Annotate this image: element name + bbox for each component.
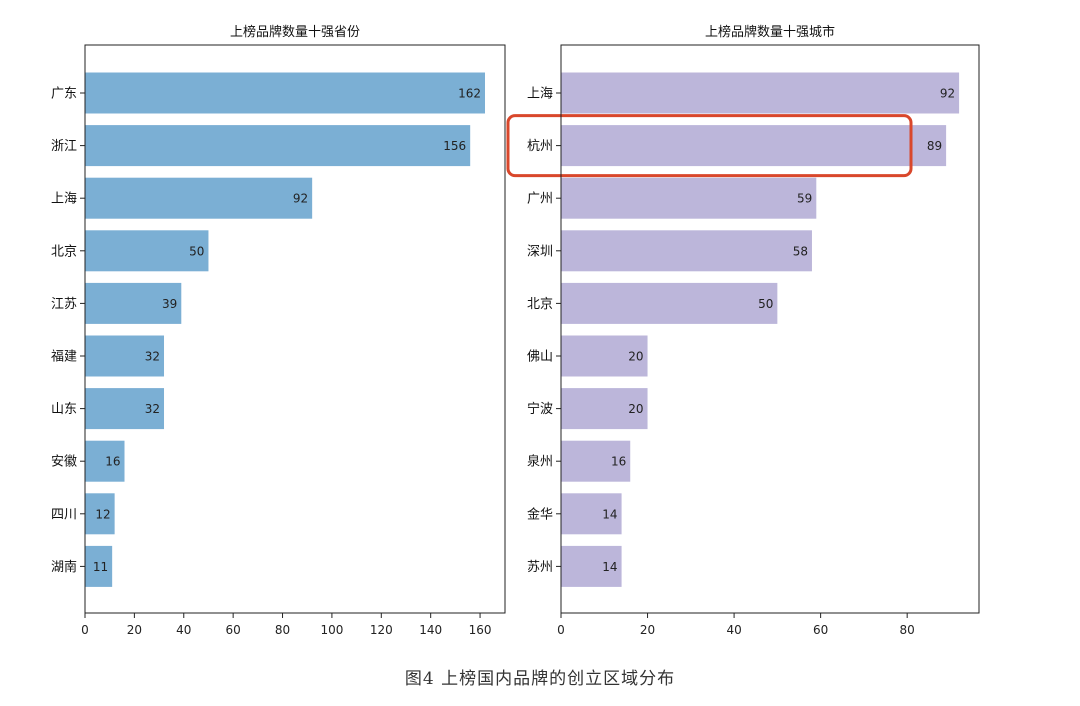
bar-浙江	[85, 125, 471, 167]
x-tick-label: 40	[726, 623, 741, 637]
x-tick-label: 100	[320, 623, 343, 637]
highlight-box	[506, 114, 913, 178]
data-label: 162	[458, 87, 481, 101]
bar-福建	[85, 335, 165, 377]
bar-广东	[85, 72, 485, 114]
x-tick-label: 20	[640, 623, 655, 637]
y-tick-label: 江苏	[51, 296, 77, 312]
bar-宁波	[561, 388, 648, 430]
bar-深圳	[561, 230, 812, 272]
y-tick-label: 广东	[51, 87, 77, 102]
y-tick-label: 苏州	[527, 559, 553, 575]
data-label: 50	[758, 297, 773, 311]
data-label: 32	[145, 402, 160, 416]
y-tick-label: 广州	[527, 192, 553, 207]
data-label: 92	[293, 192, 308, 206]
y-tick-label: 深圳	[527, 244, 553, 259]
data-label: 58	[793, 244, 808, 258]
bar-湖南	[85, 545, 113, 587]
y-tick-label: 杭州	[527, 139, 553, 154]
y-tick-label: 山东	[51, 402, 77, 417]
y-tick-label: 金华	[527, 506, 553, 522]
data-label: 16	[105, 455, 120, 469]
x-tick-label: 40	[176, 623, 191, 637]
y-tick-label: 上海	[527, 87, 553, 102]
x-tick-label: 140	[419, 623, 442, 637]
data-label: 14	[602, 507, 617, 521]
data-label: 50	[189, 244, 204, 258]
x-tick-label: 160	[469, 623, 492, 637]
y-tick-label: 佛山	[527, 350, 553, 365]
data-label: 14	[602, 560, 617, 574]
data-label: 59	[797, 192, 812, 206]
bar-上海	[85, 177, 313, 219]
x-tick-label: 20	[127, 623, 142, 637]
chart-panel-1: 上榜品牌数量十强省份 162 广东 156 浙江 92 上海 50 北京 39 江苏 32 福建 32 山东…	[51, 24, 506, 637]
y-tick-label: 北京	[51, 244, 77, 259]
data-label: 12	[95, 507, 110, 521]
bar-金华	[561, 493, 622, 535]
bar-泉州	[561, 440, 631, 482]
data-label: 20	[628, 402, 643, 416]
bar-安徽	[85, 440, 125, 482]
plot-frame	[84, 44, 506, 614]
y-tick-label: 浙江	[51, 139, 77, 154]
data-label: 156	[443, 139, 466, 153]
y-tick-label: 安徽	[51, 455, 77, 470]
x-tick-label: 80	[900, 623, 915, 637]
x-tick-label: 0	[81, 623, 89, 637]
y-tick-label: 泉州	[527, 454, 553, 470]
data-label: 16	[611, 455, 626, 469]
x-tick-label: 80	[275, 623, 290, 637]
bar-杭州	[561, 125, 947, 167]
x-tick-label: 60	[813, 623, 828, 637]
bar-佛山	[561, 335, 648, 377]
y-tick-label: 上海	[51, 192, 77, 207]
y-tick-label: 四川	[51, 507, 77, 522]
bar-山东	[85, 388, 165, 430]
bar-北京	[561, 282, 778, 324]
x-tick-label: 0	[557, 623, 565, 637]
figure-caption: 图4 上榜国内品牌的创立区域分布	[404, 669, 676, 689]
bar-上海	[561, 72, 960, 114]
plot-frame	[560, 44, 980, 614]
y-tick-label: 北京	[527, 297, 553, 312]
bar-苏州	[561, 545, 622, 587]
data-label: 11	[93, 560, 108, 574]
x-tick-label: 120	[370, 623, 393, 637]
chart-panel-2: 上榜品牌数量十强城市 92 上海 89 杭州 59 广州 58 深圳 50 北京 20 佛山 20 宁波 16…	[506, 24, 980, 637]
data-label: 39	[162, 297, 177, 311]
data-label: 20	[628, 350, 643, 364]
data-label: 89	[927, 139, 942, 153]
y-tick-label: 宁波	[527, 401, 553, 417]
y-tick-label: 湖南	[51, 559, 77, 575]
y-tick-label: 福建	[51, 350, 77, 365]
bar-广州	[561, 177, 817, 219]
data-label: 32	[145, 350, 160, 364]
bar-四川	[85, 493, 115, 535]
chart-title: 上榜品牌数量十强城市	[705, 24, 835, 40]
x-tick-label: 60	[226, 623, 241, 637]
data-label: 92	[940, 87, 955, 101]
chart-title: 上榜品牌数量十强省份	[230, 24, 360, 40]
bar-北京	[85, 230, 209, 272]
bar-江苏	[85, 282, 182, 324]
